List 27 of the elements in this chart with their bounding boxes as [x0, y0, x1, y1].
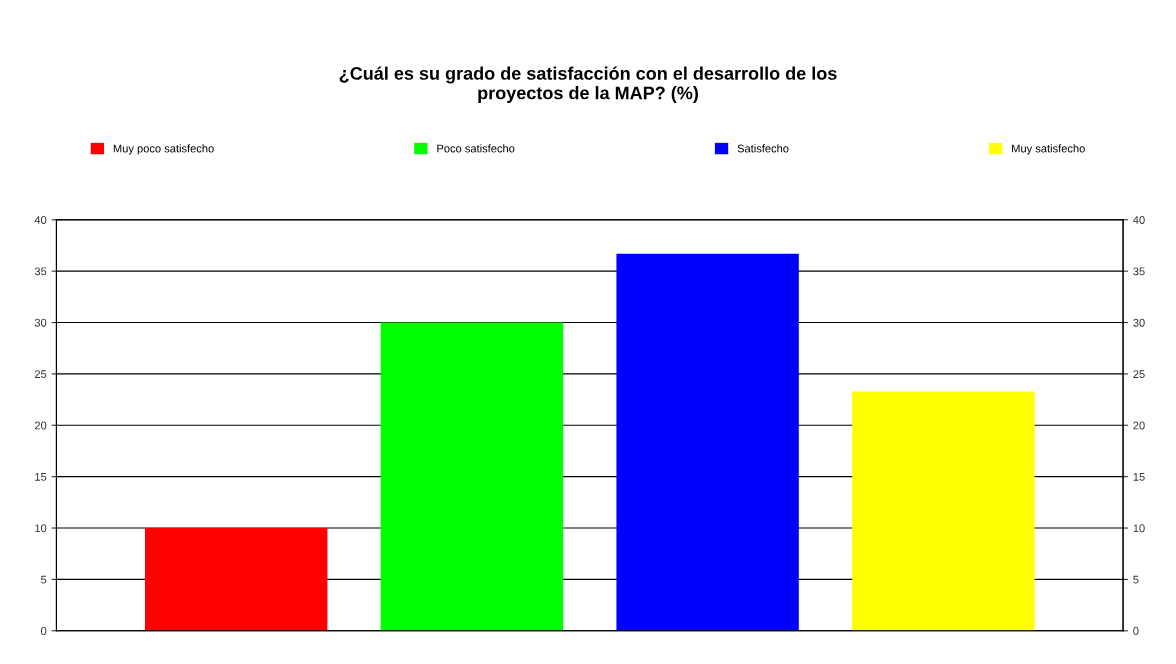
y2-tick-label: 10: [1133, 524, 1145, 533]
legend-label: Muy poco satisfecho: [113, 144, 214, 155]
y2-tick-label: 30: [1133, 318, 1145, 327]
y-tick-label: 0: [40, 627, 47, 635]
legend-label: Poco satisfecho: [437, 144, 515, 153]
y2-tick-label: 0: [1133, 627, 1139, 635]
bar: [144, 528, 328, 631]
y2-tick-label: 40: [1133, 216, 1145, 224]
chart-title: ¿Cuál es su grado de satisfacción con el desarrollo de los proyectos de la MAP? (%): [339, 66, 837, 103]
bar: [616, 253, 799, 631]
legend-label: Muy satisfecho: [1012, 144, 1085, 155]
y-tick-label: 20: [34, 421, 47, 430]
y-tick-label: 35: [34, 267, 47, 276]
y-tick-label: 15: [35, 473, 47, 481]
y-tick-label: 5: [40, 575, 47, 584]
bar: [380, 322, 564, 631]
y2-tick-label: 35: [1133, 267, 1145, 276]
y2-tick-label: 15: [1133, 473, 1145, 481]
y2-tick-label: 20: [1133, 421, 1145, 430]
y-tick-label: 30: [34, 318, 47, 327]
y2-tick-label: 5: [1133, 575, 1139, 584]
y-tick-label: 25: [34, 370, 47, 379]
bar: [852, 391, 1035, 631]
y2-tick-label: 25: [1133, 370, 1145, 379]
y-tick-label: 10: [35, 524, 47, 533]
legend-label: Satisfecho: [737, 144, 789, 153]
y-tick-label: 40: [34, 216, 47, 224]
